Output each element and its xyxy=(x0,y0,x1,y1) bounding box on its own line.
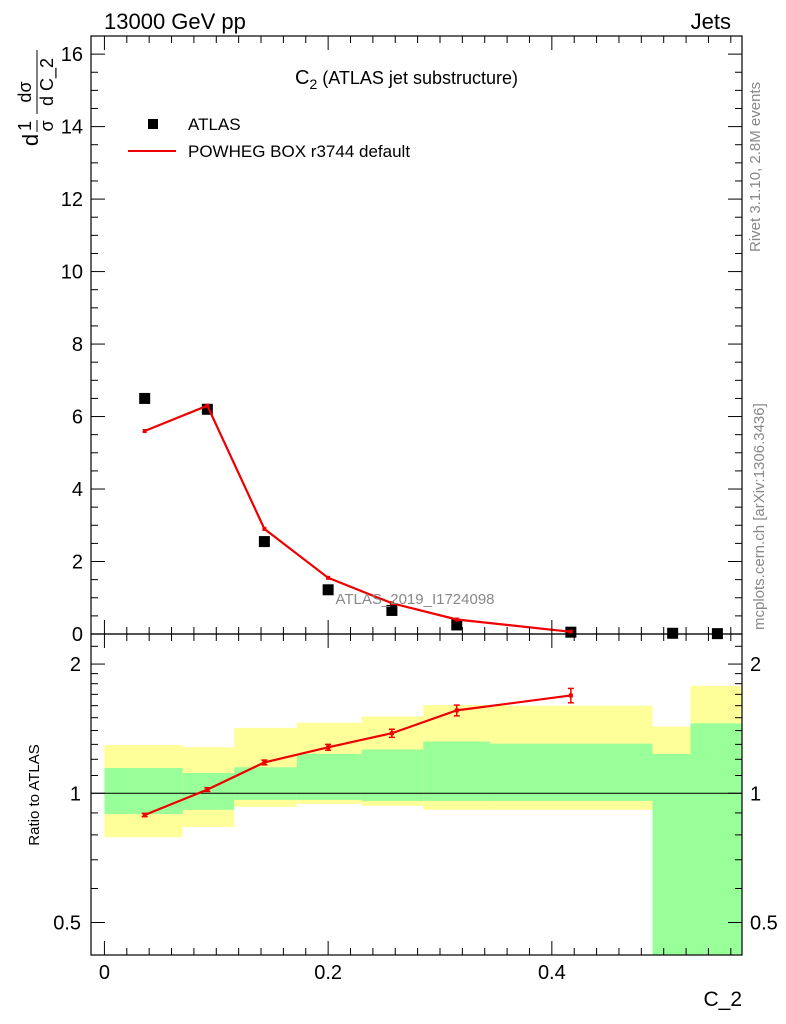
ratio-stat-uncertainty-band xyxy=(104,768,183,814)
title-main: C xyxy=(295,67,309,89)
main-ytick-label: 12 xyxy=(61,189,83,211)
atlas-data-point xyxy=(139,392,151,404)
ratio-plot-frame xyxy=(90,633,743,956)
header-right-label: Jets xyxy=(691,9,731,34)
legend: ATLAS POWHEG BOX r3744 default xyxy=(128,115,410,161)
ylabel-part-1: 1 xyxy=(15,121,35,131)
ratio-data-point xyxy=(262,760,267,765)
header-left-label: 13000 GeV pp xyxy=(104,9,246,34)
ratio-plot-panel: 0.5 0.5 1 1 2 2 0 0.2 0.4 Ratio to ATLAS C_2 xyxy=(26,633,778,1011)
powheg-data-point xyxy=(262,526,267,531)
ratio-stat-uncertainty-band xyxy=(690,723,742,955)
ratio-data-point xyxy=(205,787,210,792)
ratio-xtick-label: 0.2 xyxy=(314,962,342,984)
ratio-axes: 0.5 0.5 1 1 2 2 0 0.2 0.4 xyxy=(53,634,778,984)
ylabel-part-d1: d xyxy=(18,134,43,146)
powheg-data-point xyxy=(205,403,210,408)
ratio-ytick-label: 2 xyxy=(70,654,81,676)
title-sub: 2 xyxy=(309,76,317,92)
powheg-data-point xyxy=(389,601,394,606)
legend-label-atlas: ATLAS xyxy=(188,115,241,134)
ratio-data-point xyxy=(326,745,331,750)
atlas-data-point xyxy=(667,627,679,639)
powheg-data-point xyxy=(142,429,147,434)
main-plot-area xyxy=(139,392,723,640)
main-ytick-label: 6 xyxy=(72,407,83,429)
ratio-ytick-label-right: 2 xyxy=(750,654,761,676)
powheg-data-point xyxy=(454,617,459,622)
main-ytick-label: 2 xyxy=(72,552,83,574)
main-ytick-label: 10 xyxy=(61,262,83,284)
ratio-ytick-label-right: 0.5 xyxy=(750,912,778,934)
ratio-data-point xyxy=(454,708,459,713)
ratio-stat-uncertainty-band xyxy=(652,753,691,955)
atlas-data-point xyxy=(386,604,398,616)
ratio-stat-uncertainty-band xyxy=(296,753,362,800)
ylabel-part-sigma: σ xyxy=(37,120,57,131)
ylabel-part-dC2: d C_2 xyxy=(37,58,58,106)
ratio-stat-uncertainty-band xyxy=(490,743,653,801)
main-ytick-label: 14 xyxy=(61,117,83,139)
atlas-data-point xyxy=(258,536,270,548)
ratio-xtick-label: 0.4 xyxy=(538,962,566,984)
main-ytick-label: 8 xyxy=(72,334,83,356)
ratio-ytick-label-right: 1 xyxy=(750,783,761,805)
analysis-watermark: ATLAS_2019_I1724098 xyxy=(335,591,494,608)
ratio-plot-area xyxy=(91,685,742,955)
powheg-data-point xyxy=(568,629,573,634)
main-ytick-label: 16 xyxy=(61,44,83,66)
main-ylabel: d 1 σ dσ d C_2 xyxy=(15,50,58,146)
atlas-data-point xyxy=(451,619,463,631)
ratio-ytick-label: 0.5 xyxy=(53,912,81,934)
main-ytick-label: 4 xyxy=(72,479,83,501)
ratio-data-point xyxy=(389,731,394,736)
ratio-data-point xyxy=(568,693,573,698)
ratio-xtick-label: 0 xyxy=(99,962,110,984)
main-title: C2 (ATLAS jet substructure) xyxy=(295,67,518,92)
x-axis-label: C_2 xyxy=(703,988,742,1011)
rivet-version-label: Rivet 3.1.10, 2.8M events xyxy=(747,82,764,252)
ratio-stat-uncertainty-band xyxy=(361,749,424,801)
legend-label-powheg: POWHEG BOX r3744 default xyxy=(188,142,410,161)
powheg-data-point xyxy=(326,575,331,580)
legend-marker-atlas xyxy=(148,119,158,129)
title-rest: (ATLAS jet substructure) xyxy=(317,68,518,88)
main-ytick-label: 0 xyxy=(72,624,83,646)
main-axes: 0 2 4 6 8 10 12 14 16 xyxy=(61,35,742,646)
atlas-data-point xyxy=(201,403,213,415)
mcplots-label: mcplots.cern.ch [arXiv:1306.3436] xyxy=(751,403,768,630)
ratio-ylabel: Ratio to ATLAS xyxy=(26,744,43,845)
ylabel-part-dsigma: dσ xyxy=(15,81,35,102)
atlas-data-point xyxy=(322,584,334,596)
ratio-stat-uncertainty-band xyxy=(423,741,491,801)
ratio-ytick-label: 1 xyxy=(70,783,81,805)
ratio-data-point xyxy=(142,813,147,818)
